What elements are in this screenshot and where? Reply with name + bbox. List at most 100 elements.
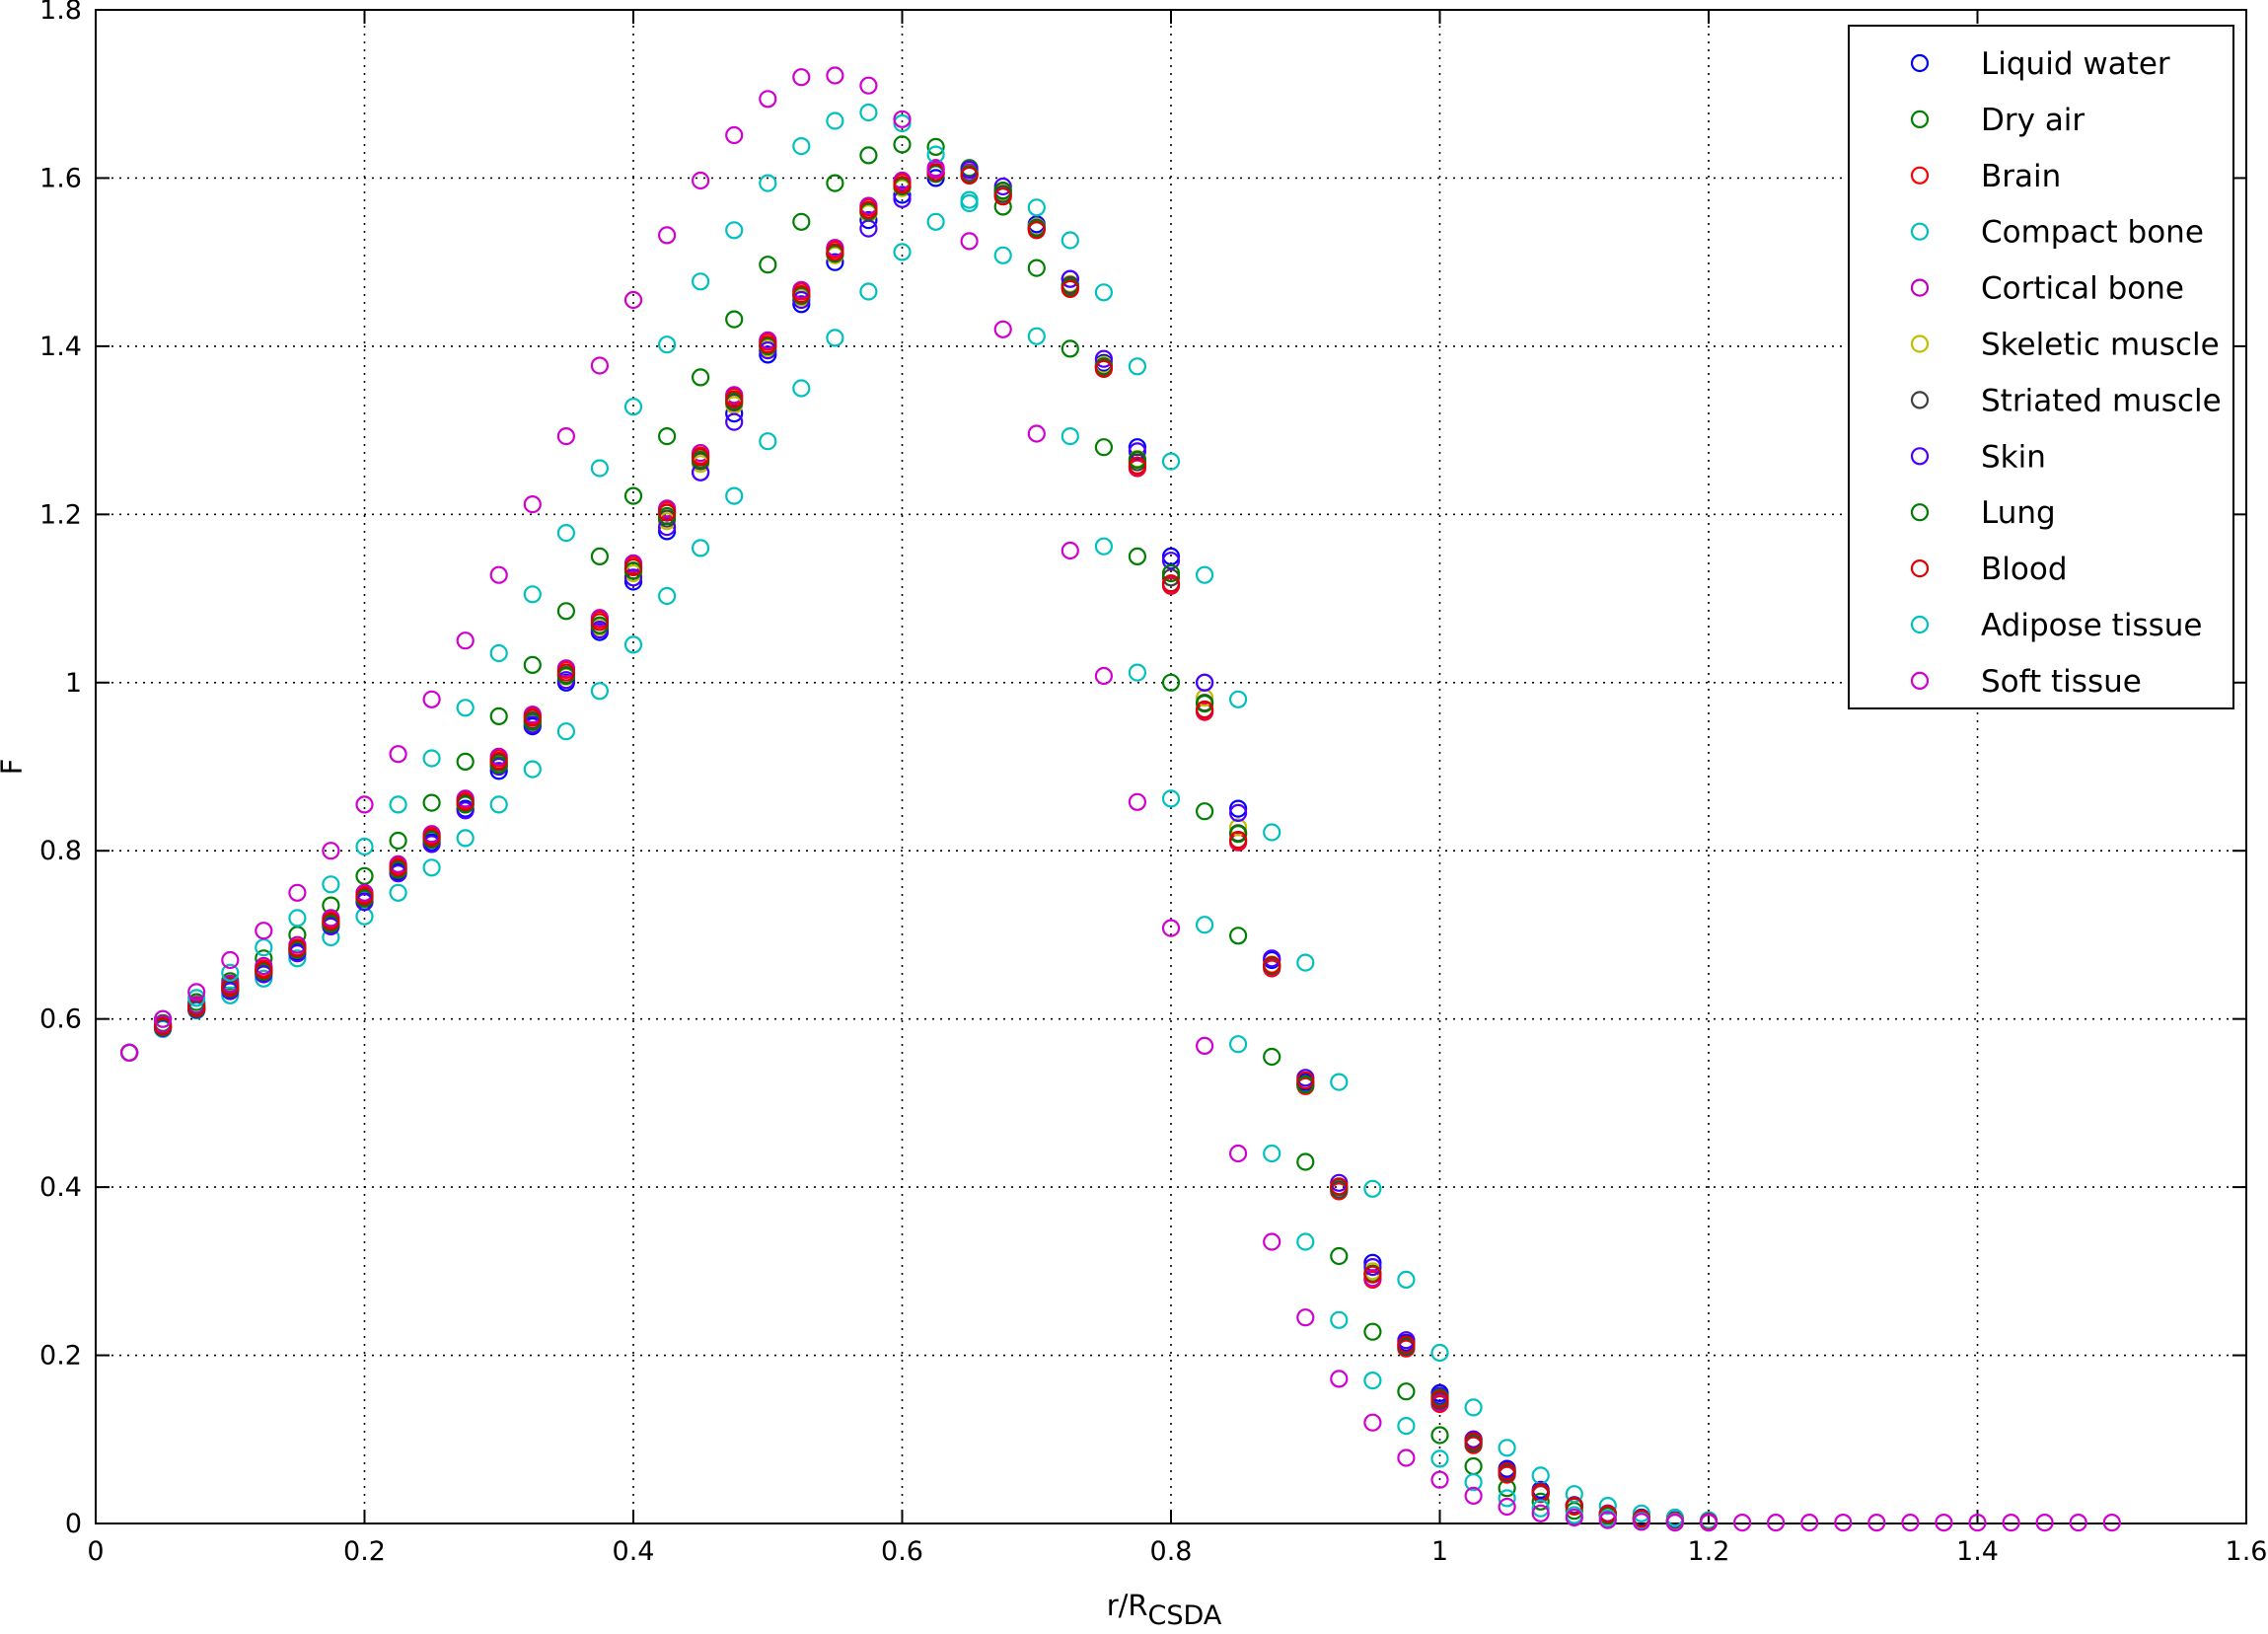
data-point <box>422 828 441 847</box>
data-point <box>1027 259 1046 277</box>
data-point <box>322 912 340 930</box>
series-striated-muscle <box>120 163 1719 1531</box>
data-point <box>960 166 979 185</box>
legend: Liquid water Dry air Brain Compact bone Cort… <box>1848 25 2234 709</box>
legend-entry-label: Skin <box>1981 439 2046 475</box>
data-point <box>1228 825 1248 844</box>
data-point <box>1263 955 1281 975</box>
data-point <box>322 842 340 860</box>
data-point <box>725 405 744 423</box>
legend-marker <box>1910 615 1930 634</box>
data-point <box>221 950 240 970</box>
data-point <box>1094 537 1114 556</box>
data-point <box>1565 1496 1583 1516</box>
data-point <box>422 690 441 708</box>
data-point <box>523 708 542 727</box>
data-point <box>1363 1257 1382 1277</box>
data-point <box>1363 1371 1382 1390</box>
data-point <box>1632 1513 1651 1531</box>
data-point <box>792 285 811 304</box>
data-point <box>389 745 407 764</box>
data-point <box>792 212 811 231</box>
data-point <box>725 412 744 431</box>
data-point <box>657 503 677 522</box>
x-axis-label-main: r/R <box>1107 1589 1148 1622</box>
data-point <box>1228 830 1248 850</box>
data-point <box>1027 424 1046 443</box>
data-point <box>792 137 811 156</box>
x-axis-label: r/RCSDA <box>1107 1589 1222 1631</box>
data-point <box>759 335 777 354</box>
data-point <box>792 379 811 398</box>
data-point <box>288 949 307 968</box>
data-point <box>1061 231 1079 250</box>
data-point <box>1867 1513 1886 1532</box>
legend-entry-label: Skeletic muscle <box>1981 328 2220 363</box>
data-point <box>926 160 945 179</box>
data-point <box>623 557 643 577</box>
data-point <box>1296 1071 1315 1090</box>
data-point <box>1228 818 1248 837</box>
data-point <box>1766 1513 1786 1532</box>
data-point <box>859 200 878 219</box>
data-point <box>623 568 643 587</box>
y-tick-label: 0.4 <box>39 1172 82 1203</box>
y-tick-label: 0.8 <box>39 836 82 866</box>
data-point <box>1061 269 1079 288</box>
data-point <box>1128 450 1147 469</box>
y-tick-label: 0 <box>65 1509 82 1539</box>
data-point <box>1498 1462 1516 1481</box>
data-point <box>1228 1035 1248 1054</box>
data-point <box>556 523 576 543</box>
data-point <box>456 829 475 848</box>
data-point <box>389 795 407 814</box>
data-point <box>1531 1504 1550 1523</box>
data-point <box>926 137 945 156</box>
data-point <box>1094 438 1114 457</box>
legend-marker <box>1910 222 1930 241</box>
data-point <box>1161 452 1181 471</box>
data-point <box>859 219 878 238</box>
data-point <box>355 887 374 906</box>
x-tick-label: 0.6 <box>881 1536 923 1567</box>
data-point <box>1228 927 1248 945</box>
x-tick-label: 1.2 <box>1688 1536 1730 1567</box>
data-point <box>759 174 777 192</box>
data-point <box>2102 1513 2121 1532</box>
data-point <box>1498 1439 1516 1457</box>
data-point <box>657 335 677 354</box>
data-point <box>355 907 374 926</box>
data-point <box>1397 1448 1416 1467</box>
data-point <box>2069 1513 2087 1532</box>
series-compact-bone <box>120 186 1719 1529</box>
legend-marker <box>1910 391 1930 409</box>
data-point <box>255 961 273 980</box>
data-point <box>826 111 844 130</box>
data-point <box>1195 700 1214 719</box>
data-point <box>759 256 777 274</box>
data-point <box>960 232 979 251</box>
data-point <box>489 795 508 814</box>
data-point <box>389 858 407 877</box>
data-point <box>1061 541 1079 560</box>
data-point <box>2035 1513 2054 1532</box>
data-point <box>859 103 878 122</box>
legend-entry-label: Lung <box>1981 495 2056 531</box>
data-point <box>1027 198 1046 217</box>
y-tick-label: 1 <box>65 668 82 699</box>
data-point <box>1464 1398 1483 1417</box>
data-point <box>523 585 542 604</box>
data-point <box>1935 1513 1953 1532</box>
y-tick-label: 1.8 <box>39 0 82 26</box>
data-point <box>1430 1449 1449 1468</box>
x-tick-label: 0.4 <box>613 1536 655 1567</box>
y-tick-label: 1.6 <box>39 163 82 193</box>
data-point <box>1128 547 1147 566</box>
data-point <box>288 938 307 958</box>
data-point <box>1195 802 1214 821</box>
series-soft-tissue <box>120 66 2121 1532</box>
data-point <box>623 486 643 505</box>
data-point <box>859 76 878 95</box>
data-point <box>422 858 441 877</box>
data-point <box>422 793 441 812</box>
